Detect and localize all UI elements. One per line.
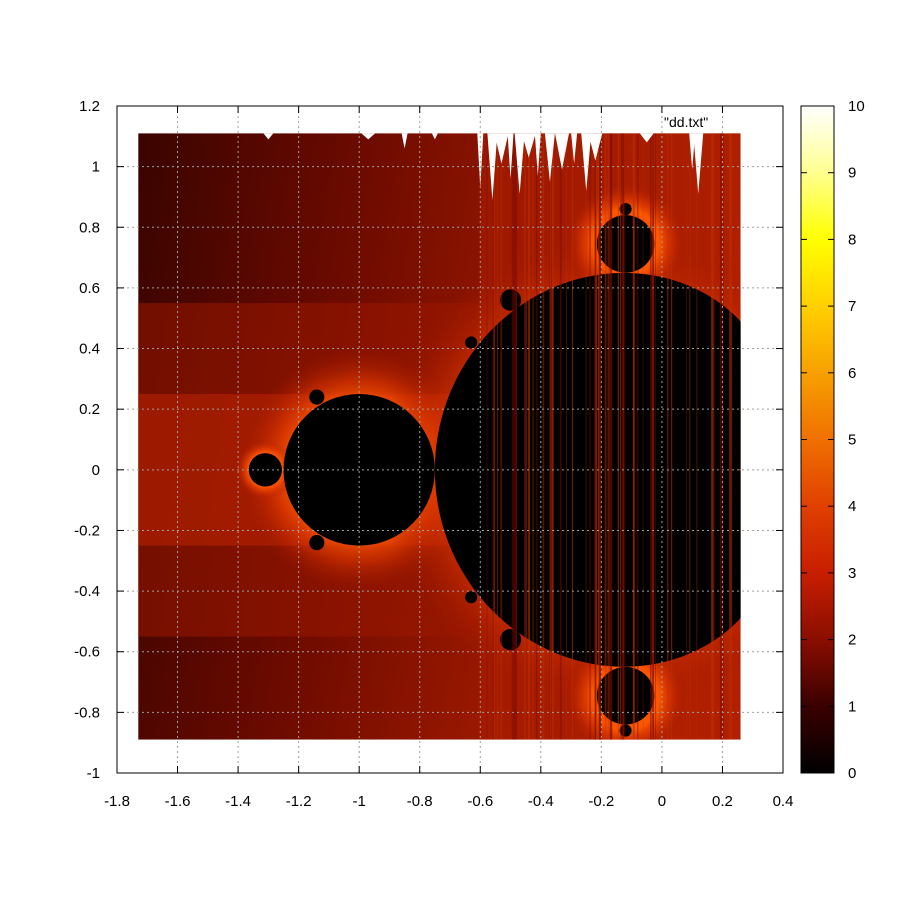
top-spike <box>544 133 555 182</box>
top-spike <box>263 133 274 140</box>
y-tick-label: 1 <box>92 159 100 176</box>
top-spike <box>571 133 578 164</box>
top-spike <box>401 133 408 149</box>
colorbar-tick-label: 2 <box>848 632 856 649</box>
colorbar-tick-label: 7 <box>848 298 856 315</box>
colorbar-tick-label: 1 <box>848 698 856 715</box>
x-tick-label: -1.2 <box>286 793 312 810</box>
x-tick-label: -0.6 <box>467 793 493 810</box>
top-spike <box>555 133 570 170</box>
bulb-lower-mid <box>499 628 522 651</box>
top-spike <box>431 133 438 140</box>
heatmap-image <box>138 133 741 740</box>
legend-label: "dd.txt" <box>664 114 708 130</box>
top-spike <box>588 133 603 161</box>
x-tick-label: -1.8 <box>104 793 130 810</box>
colorbar-tick-labels: 0 1 2 3 4 5 6 7 8 9 10 <box>848 98 865 782</box>
small-bulb-left <box>248 453 282 487</box>
bulb-lower-left <box>309 535 325 551</box>
bulb-lower-neck <box>465 591 478 604</box>
colorbar-tick-label: 10 <box>848 98 865 115</box>
x-tick-label: -1.4 <box>225 793 251 810</box>
x-tick-label: 0.2 <box>712 793 733 810</box>
tick-marks <box>116 105 784 774</box>
colorbar-tick-label: 3 <box>848 565 856 582</box>
plot-border <box>116 105 784 774</box>
bulb-upper-left <box>309 389 325 405</box>
top-spike <box>693 133 704 194</box>
colorbar-tick-label: 8 <box>848 231 856 248</box>
top-spike <box>514 133 525 194</box>
top-spike <box>521 133 536 158</box>
grid-lines <box>117 106 783 773</box>
x-tick-label: 0.4 <box>773 793 794 810</box>
y-tick-label: -0.8 <box>74 704 100 721</box>
colorbar-tick-label: 9 <box>848 165 856 182</box>
colorbar-ticks <box>801 105 834 774</box>
top-spike <box>494 133 509 164</box>
top-spike <box>477 133 484 188</box>
y-tick-label: 0.8 <box>79 219 100 236</box>
y-tick-label: -0.4 <box>74 583 100 600</box>
top-spike <box>689 133 696 170</box>
top-spike <box>639 133 654 143</box>
top-spike <box>361 133 376 140</box>
top-spike <box>534 133 541 176</box>
x-tick-label: -1 <box>353 793 366 810</box>
y-tick-label: -1 <box>87 765 100 782</box>
y-tick-label: 0.6 <box>79 280 100 297</box>
period2-bulb <box>283 394 435 546</box>
y-axis-tick-labels: 1.2 1 0.8 0.6 0.4 0.2 0 -0.2 -0.4 -0.6 -0.8 -1 <box>74 98 100 782</box>
y-tick-label: 0.4 <box>79 341 100 358</box>
colorbar-tick-label: 4 <box>848 498 856 515</box>
top-spike <box>507 133 514 179</box>
x-axis-tick-labels: -1.8 -1.6 -1.4 -1.2 -1 -0.8 -0.6 -0.4 -0.2 0 0.2 0.… <box>104 793 793 810</box>
top-spike <box>581 133 592 191</box>
y-tick-label: -0.6 <box>74 644 100 661</box>
x-tick-label: -0.2 <box>588 793 614 810</box>
bulb-upper-neck <box>465 336 478 349</box>
y-tick-label: 0.2 <box>79 401 100 418</box>
colorbar-tick-label: 0 <box>848 765 856 782</box>
y-tick-label: 1.2 <box>79 98 100 115</box>
colorbar-tick-label: 6 <box>848 365 856 382</box>
y-tick-label: -0.2 <box>74 522 100 539</box>
x-tick-label: -0.8 <box>407 793 433 810</box>
colorbar-tick-label: 5 <box>848 432 856 449</box>
bulb-upper-mid <box>499 289 522 311</box>
x-tick-label: 0 <box>658 793 666 810</box>
y-tick-label: 0 <box>92 462 100 479</box>
x-tick-label: -0.4 <box>528 793 554 810</box>
x-tick-label: -1.6 <box>165 793 191 810</box>
